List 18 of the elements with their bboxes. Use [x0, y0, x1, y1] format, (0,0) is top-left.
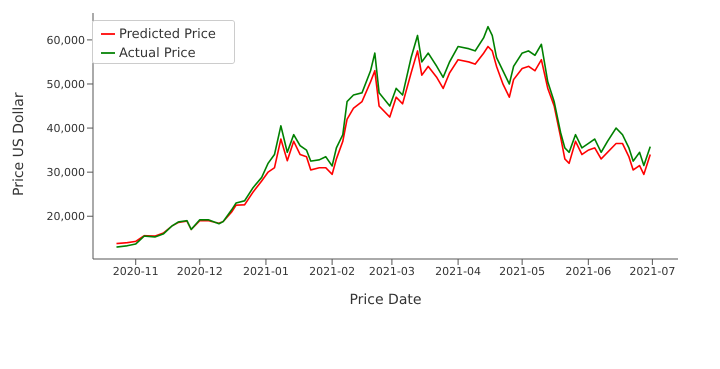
legend-label: Actual Price: [119, 46, 196, 61]
x-tick-label: 2021-01: [242, 264, 289, 278]
y-axis-title: Price US Dollar: [10, 92, 27, 196]
y-tick-label: 60,000: [46, 34, 85, 47]
x-tick-label: 2021-02: [309, 264, 356, 278]
x-tick-label: 2021-03: [368, 264, 415, 278]
x-tick-label: 2021-05: [499, 264, 546, 278]
x-axis-title: Price Date: [349, 292, 422, 308]
x-tick-label: 2021-07: [629, 264, 676, 278]
x-tick-label: 2020-12: [176, 264, 223, 278]
legend-label: Predicted Price: [119, 27, 216, 42]
y-tick-label: 20,000: [46, 210, 85, 224]
y-tick-label: 30,000: [46, 166, 85, 180]
x-tick-label: 2020-11: [112, 264, 159, 278]
y-tick-label: 50,000: [46, 78, 85, 91]
x-tick-label: 2021-06: [565, 264, 612, 278]
x-tick-label: 2021-04: [435, 264, 482, 278]
y-tick-label: 40,000: [46, 122, 85, 135]
